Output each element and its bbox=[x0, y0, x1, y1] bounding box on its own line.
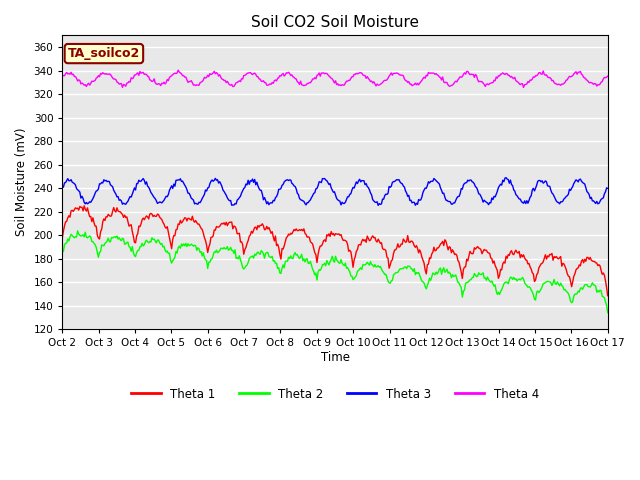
Text: TA_soilco2: TA_soilco2 bbox=[68, 47, 140, 60]
Theta 2 bbox=[58, 250, 66, 255]
Theta 1 bbox=[322, 239, 330, 244]
Theta 4 bbox=[507, 74, 515, 80]
Line: Theta 4: Theta 4 bbox=[62, 70, 608, 87]
Theta 1 bbox=[604, 293, 612, 299]
X-axis label: Time: Time bbox=[321, 351, 349, 364]
Legend: Theta 1, Theta 2, Theta 3, Theta 4: Theta 1, Theta 2, Theta 3, Theta 4 bbox=[127, 383, 543, 405]
Theta 2 bbox=[355, 268, 362, 274]
Theta 3 bbox=[353, 180, 361, 186]
Theta 1 bbox=[355, 242, 362, 248]
Theta 3 bbox=[508, 181, 515, 187]
Theta 1 bbox=[507, 249, 515, 255]
Theta 2 bbox=[319, 262, 326, 267]
Theta 3 bbox=[593, 199, 600, 204]
Theta 3 bbox=[317, 180, 325, 185]
Line: Theta 3: Theta 3 bbox=[62, 178, 608, 205]
Theta 2 bbox=[322, 263, 330, 269]
Theta 1 bbox=[319, 241, 326, 247]
Theta 2 bbox=[384, 278, 392, 284]
Theta 3 bbox=[321, 176, 328, 181]
Theta 2 bbox=[604, 310, 612, 315]
Theta 4 bbox=[593, 83, 600, 89]
Theta 4 bbox=[604, 73, 612, 79]
Title: Soil CO2 Soil Moisture: Soil CO2 Soil Moisture bbox=[251, 15, 419, 30]
Theta 4 bbox=[322, 71, 330, 76]
Theta 4 bbox=[355, 71, 362, 76]
Line: Theta 1: Theta 1 bbox=[62, 206, 608, 296]
Theta 1 bbox=[81, 203, 88, 209]
Theta 1 bbox=[592, 260, 600, 265]
Theta 3 bbox=[384, 191, 392, 196]
Theta 1 bbox=[384, 255, 392, 261]
Theta 2 bbox=[74, 228, 81, 234]
Theta 3 bbox=[502, 175, 510, 180]
Theta 4 bbox=[384, 75, 392, 81]
Theta 2 bbox=[592, 283, 600, 289]
Theta 1 bbox=[58, 235, 66, 241]
Theta 4 bbox=[520, 84, 527, 90]
Theta 3 bbox=[604, 185, 612, 191]
Y-axis label: Soil Moisture (mV): Soil Moisture (mV) bbox=[15, 128, 28, 237]
Theta 3 bbox=[58, 184, 66, 190]
Theta 2 bbox=[507, 274, 515, 280]
Theta 4 bbox=[174, 67, 182, 73]
Theta 3 bbox=[374, 203, 382, 208]
Theta 4 bbox=[58, 73, 66, 79]
Line: Theta 2: Theta 2 bbox=[62, 231, 608, 312]
Theta 4 bbox=[319, 70, 326, 76]
